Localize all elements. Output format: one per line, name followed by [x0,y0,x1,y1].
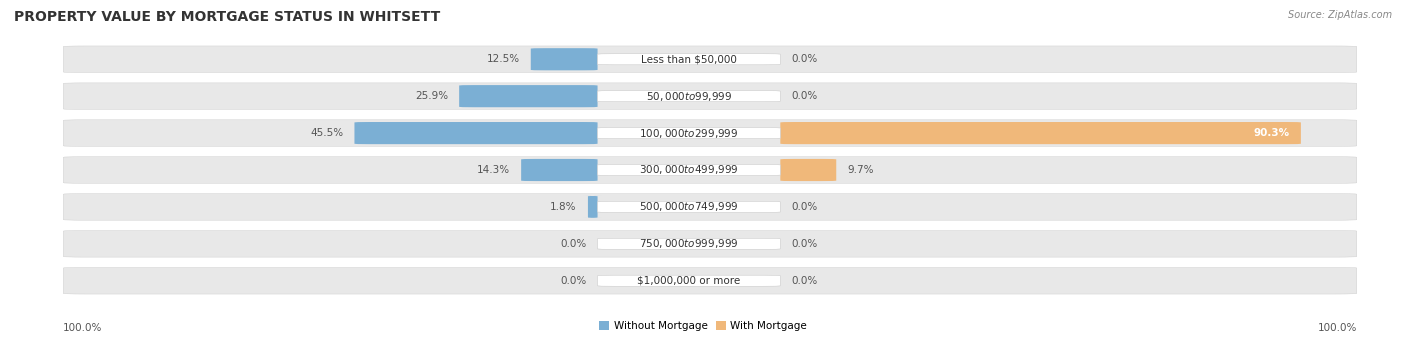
Text: $500,000 to $749,999: $500,000 to $749,999 [640,200,738,214]
Text: 0.0%: 0.0% [560,239,586,249]
Text: 90.3%: 90.3% [1254,128,1289,138]
Text: $1,000,000 or more: $1,000,000 or more [637,276,741,286]
Text: 14.3%: 14.3% [477,165,510,175]
Text: 0.0%: 0.0% [792,202,818,212]
FancyBboxPatch shape [598,201,780,212]
FancyBboxPatch shape [583,196,602,218]
FancyBboxPatch shape [531,48,598,70]
Text: 9.7%: 9.7% [848,165,875,175]
Text: $750,000 to $999,999: $750,000 to $999,999 [640,237,738,250]
FancyBboxPatch shape [63,231,1357,257]
FancyBboxPatch shape [63,193,1357,220]
Text: $300,000 to $499,999: $300,000 to $499,999 [640,164,738,176]
FancyBboxPatch shape [780,159,837,181]
FancyBboxPatch shape [63,46,1357,72]
Text: 100.0%: 100.0% [63,323,103,333]
FancyBboxPatch shape [63,120,1357,147]
Text: 0.0%: 0.0% [560,276,586,286]
Text: 100.0%: 100.0% [1317,323,1357,333]
Text: Source: ZipAtlas.com: Source: ZipAtlas.com [1288,10,1392,20]
Text: 45.5%: 45.5% [311,128,343,138]
Text: 0.0%: 0.0% [792,276,818,286]
FancyBboxPatch shape [63,157,1357,183]
Text: 0.0%: 0.0% [792,54,818,64]
FancyBboxPatch shape [598,54,780,65]
FancyBboxPatch shape [598,238,780,249]
Text: 25.9%: 25.9% [415,91,449,101]
FancyBboxPatch shape [522,159,598,181]
FancyBboxPatch shape [598,275,780,286]
FancyBboxPatch shape [780,122,1301,144]
Legend: Without Mortgage, With Mortgage: Without Mortgage, With Mortgage [595,317,811,335]
Text: 0.0%: 0.0% [792,91,818,101]
FancyBboxPatch shape [460,85,598,107]
Text: $100,000 to $299,999: $100,000 to $299,999 [640,126,738,140]
FancyBboxPatch shape [598,91,780,102]
FancyBboxPatch shape [63,268,1357,294]
FancyBboxPatch shape [598,128,780,139]
FancyBboxPatch shape [63,83,1357,109]
Text: $50,000 to $99,999: $50,000 to $99,999 [645,90,733,103]
FancyBboxPatch shape [598,165,780,175]
Text: 12.5%: 12.5% [486,54,520,64]
Text: 1.8%: 1.8% [550,202,576,212]
Text: 0.0%: 0.0% [792,239,818,249]
FancyBboxPatch shape [354,122,598,144]
Text: Less than $50,000: Less than $50,000 [641,54,737,64]
Text: PROPERTY VALUE BY MORTGAGE STATUS IN WHITSETT: PROPERTY VALUE BY MORTGAGE STATUS IN WHI… [14,10,440,24]
